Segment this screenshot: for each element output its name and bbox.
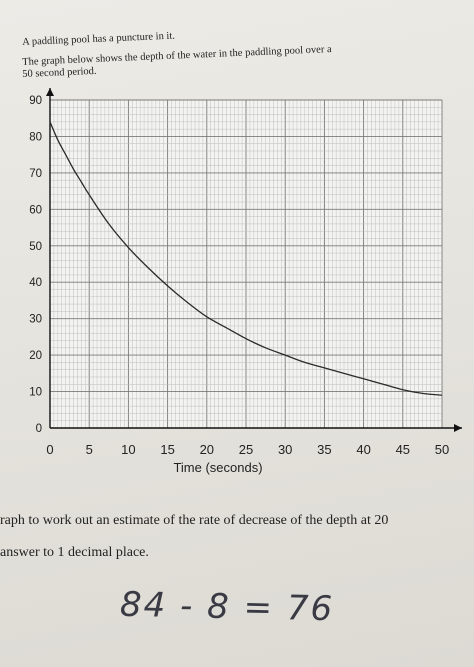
chart-grid: [49, 99, 443, 429]
x-axis-label: Time (seconds): [173, 460, 262, 475]
y-tick-label: 80: [29, 131, 42, 143]
y-tick-label: 40: [29, 277, 42, 289]
y-axis-arrow: [46, 88, 54, 96]
x-tick-label: 40: [356, 442, 370, 457]
x-tick-label: 50: [435, 442, 449, 457]
x-tick-label: 20: [200, 442, 214, 457]
x-tick-label: 10: [121, 442, 135, 457]
x-axis-arrow: [454, 424, 462, 432]
x-tick-label: 30: [278, 442, 292, 457]
depth-curve: [49, 121, 443, 396]
chart-axes: [46, 88, 462, 432]
depth-time-chart: 0 5 10 15 20 25 30 35 40 45 500102030405060708090 …: [29, 88, 462, 475]
y-tick-label: 50: [29, 241, 42, 253]
y-tick-label: 70: [29, 168, 42, 180]
x-tick-label: 35: [317, 442, 331, 457]
y-tick-label: 10: [29, 387, 42, 399]
x-tick-label: 45: [396, 442, 410, 457]
y-tick-label: 30: [29, 314, 42, 326]
x-tick-label: 5: [86, 442, 93, 457]
x-tick-label: 25: [239, 442, 253, 457]
handwritten-working: 84 - 8 = 76: [119, 584, 335, 630]
question-line-1: raph to work out an estimate of the rate…: [0, 513, 389, 528]
y-tick-label: 0: [36, 423, 42, 435]
y-tick-label: 90: [29, 95, 42, 107]
y-tick-label: 20: [29, 350, 42, 362]
y-tick-label: 60: [29, 204, 42, 216]
x-tick-label: 15: [160, 442, 174, 457]
chart-ticks: 0 5 10 15 20 25 30 35 40 45 50 0 10 20 30 40 50 60 70 80 90: [29, 95, 449, 457]
x-tick-label: 0: [46, 442, 53, 457]
question-line-2: answer to 1 decimal place.: [0, 545, 149, 560]
chart-series: [49, 121, 443, 396]
